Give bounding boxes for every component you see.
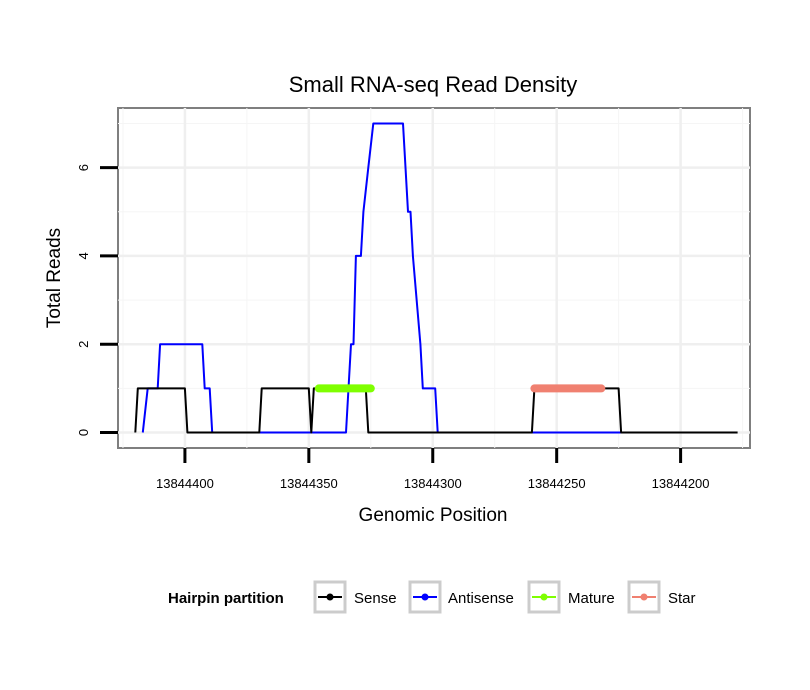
legend-item-mature: Mature: [527, 580, 615, 614]
x-axis-title: Genomic Position: [359, 505, 508, 526]
legend-point-star: [640, 593, 648, 601]
legend-label-sense: Sense: [354, 590, 397, 607]
legend-item-sense: Sense: [313, 580, 397, 614]
series-line-antisense: [141, 122, 622, 434]
y-axis-title: Total Reads: [44, 228, 65, 328]
legend-point-mature: [540, 593, 548, 601]
legend-item-antisense: Antisense: [408, 580, 514, 614]
legend-point-antisense: [421, 593, 429, 601]
legend-title: Hairpin partition: [168, 590, 284, 607]
x-tick-label: 13844200: [652, 476, 710, 491]
x-tick-label: 13844250: [528, 476, 586, 491]
x-tick-label: 13844300: [404, 476, 462, 491]
legend-label-antisense: Antisense: [448, 590, 514, 607]
y-tick-label: 2: [76, 341, 91, 348]
chart-title: Small RNA-seq Read Density: [289, 72, 578, 97]
legend: Hairpin partition Sense Antisense Mature…: [168, 580, 696, 614]
legend-item-star: Star: [627, 580, 696, 614]
x-tick-label: 13844400: [156, 476, 214, 491]
series-line-sense: [134, 387, 738, 434]
legend-label-mature: Mature: [568, 590, 615, 607]
x-tick-label: 13844350: [280, 476, 338, 491]
axes: 13844400 13844350 13844300 13844250 13844200…: [76, 164, 710, 491]
y-tick-label: 4: [76, 252, 91, 259]
series-layer: [134, 122, 738, 434]
y-tick-label: 0: [76, 429, 91, 436]
legend-point-sense: [326, 593, 334, 601]
y-tick-label: 6: [76, 164, 91, 171]
legend-label-star: Star: [668, 590, 696, 607]
